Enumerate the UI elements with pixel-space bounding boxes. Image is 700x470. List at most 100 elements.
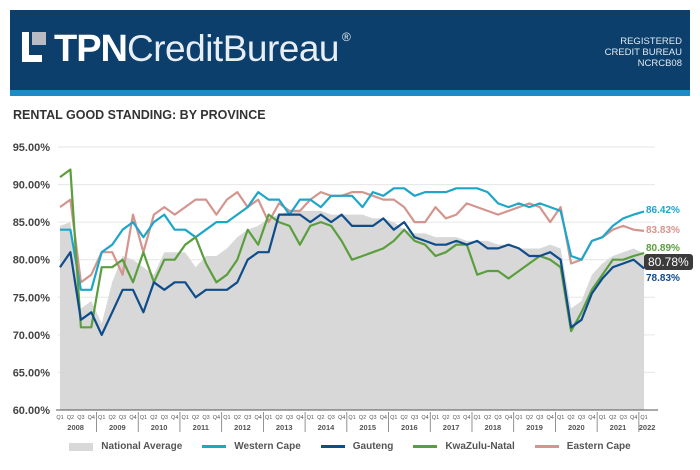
x-tick-quarter: Q3	[328, 415, 335, 421]
chart-legend: National Average Western Cape Gauteng Kw…	[0, 441, 700, 452]
series-line-kwazulu-natal	[59, 168, 645, 333]
x-tick-quarter: Q1	[515, 415, 522, 421]
x-tick-quarter: Q4	[505, 415, 512, 421]
x-tick-quarter: Q4	[213, 415, 220, 421]
tpn-logo: TPN CreditBureau ®	[22, 26, 351, 72]
registration-line-1: REGISTERED	[620, 36, 682, 47]
x-tick-quarter: Q4	[463, 415, 470, 421]
x-tick-year: 2017	[443, 423, 460, 432]
x-tick-quarter: Q2	[484, 415, 491, 421]
y-tick-label: 60.00%	[13, 405, 51, 417]
x-tick-year: 2021	[610, 423, 627, 432]
x-tick-quarter: Q4	[380, 415, 387, 421]
x-tick-quarter: Q1	[348, 415, 355, 421]
x-tick-quarter: Q1	[390, 415, 397, 421]
legend-label: Eastern Cape	[566, 441, 631, 452]
x-tick-year: 2020	[568, 423, 585, 432]
x-tick-quarter: Q2	[150, 415, 157, 421]
x-tick-quarter: Q1	[307, 415, 314, 421]
x-tick-quarter: Q1	[640, 415, 647, 421]
x-tick-year: 2013	[276, 423, 293, 432]
x-tick-year: 2018	[485, 423, 502, 432]
x-tick-year: 2012	[234, 423, 251, 432]
x-tick-quarter: Q2	[67, 415, 74, 421]
x-tick-year: 2010	[151, 423, 168, 432]
x-tick-quarter: Q1	[474, 415, 481, 421]
x-tick-quarter: Q4	[421, 415, 428, 421]
header-banner	[10, 10, 690, 92]
end-label-western-cape: 86.42%	[646, 205, 680, 216]
logo-brand-bold: TPN	[54, 27, 128, 70]
x-tick-quarter: Q3	[453, 415, 460, 421]
x-tick-year: 2008	[67, 423, 84, 432]
x-tick-quarter: Q1	[181, 415, 188, 421]
x-tick-quarter: Q1	[98, 415, 105, 421]
legend-label: National Average	[101, 441, 183, 452]
legend-national-average: National Average	[69, 441, 182, 452]
x-tick-quarter: Q3	[620, 415, 627, 421]
series-line-western-cape	[60, 187, 645, 291]
x-tick-quarter: Q4	[296, 415, 303, 421]
x-tick-quarter: Q2	[359, 415, 366, 421]
x-tick-quarter: Q3	[578, 415, 585, 421]
x-tick-quarter: Q2	[234, 415, 241, 421]
legend-eastern-cape: Eastern Cape	[534, 441, 631, 452]
x-tick-year: 2009	[109, 423, 126, 432]
y-tick-label: 85.00%	[13, 217, 51, 229]
x-tick-quarter: Q2	[192, 415, 199, 421]
x-tick-year: 2011	[193, 423, 209, 432]
x-tick-quarter: Q2	[609, 415, 616, 421]
x-tick-quarter: Q4	[129, 415, 136, 421]
x-tick-quarter: Q4	[171, 415, 178, 421]
y-tick-label: 90.00%	[13, 180, 51, 192]
x-tick-quarter: Q2	[526, 415, 533, 421]
x-tick-quarter: Q3	[161, 415, 168, 421]
y-tick-label: 75.00%	[13, 292, 51, 304]
x-tick-quarter: Q1	[265, 415, 272, 421]
logo-brand-light: CreditBureau	[127, 28, 340, 69]
x-tick-year: 2019	[526, 423, 543, 432]
end-label-kwazulu-natal: 80.89%	[646, 243, 680, 254]
x-tick-quarter: Q4	[547, 415, 554, 421]
x-tick-quarter: Q1	[56, 415, 63, 421]
series-line-eastern-cape	[59, 190, 645, 284]
registration-line-3: NCRCB08	[637, 58, 682, 69]
legend-label: Western Cape	[234, 441, 301, 452]
x-tick-quarter: Q3	[77, 415, 84, 421]
national-average-badge: 80.78%	[644, 254, 693, 270]
x-tick-quarter: Q2	[275, 415, 282, 421]
x-tick-year: 2016	[401, 423, 418, 432]
registration-line-2: CREDIT BUREAU	[604, 47, 682, 58]
registration-info: REGISTERED CREDIT BUREAU NCRCB08	[605, 36, 682, 69]
x-tick-quarter: Q4	[630, 415, 637, 421]
x-tick-quarter: Q1	[432, 415, 439, 421]
legend-swatch-western-cape	[202, 445, 227, 448]
y-tick-label: 70.00%	[13, 330, 51, 342]
x-tick-quarter: Q4	[254, 415, 261, 421]
registered-mark: ®	[342, 30, 351, 44]
chart-title: RENTAL GOOD STANDING: BY PROVINCE	[13, 108, 266, 122]
x-tick-quarter: Q4	[88, 415, 95, 421]
x-tick-year: 2015	[359, 423, 376, 432]
legend-western-cape: Western Cape	[202, 441, 301, 452]
x-tick-quarter: Q3	[119, 415, 126, 421]
x-tick-quarter: Q3	[244, 415, 251, 421]
x-tick-quarter: Q1	[557, 415, 564, 421]
x-tick-year: 2022	[639, 423, 656, 432]
legend-label: KwaZulu-Natal	[445, 441, 515, 452]
legend-swatch-kwazulu-natal	[413, 445, 438, 448]
x-tick-quarter: Q3	[369, 415, 376, 421]
x-tick-quarter: Q2	[317, 415, 324, 421]
x-tick-quarter: Q3	[494, 415, 501, 421]
x-tick-quarter: Q1	[599, 415, 606, 421]
legend-gauteng: Gauteng	[320, 441, 393, 452]
header-accent-strip	[10, 90, 690, 96]
line-chart: 60.00% 65.00% 70.00% 75.00% 80.00% 85.00% 90.0…	[13, 142, 658, 432]
x-tick-quarter: Q1	[223, 415, 230, 421]
x-tick-quarter: Q2	[442, 415, 449, 421]
x-tick-quarter: Q2	[401, 415, 408, 421]
y-tick-label: 65.00%	[13, 367, 51, 379]
y-tick-label: 95.00%	[13, 142, 51, 154]
x-tick-quarter: Q2	[108, 415, 115, 421]
legend-kwazulu-natal: KwaZulu-Natal	[413, 441, 515, 452]
